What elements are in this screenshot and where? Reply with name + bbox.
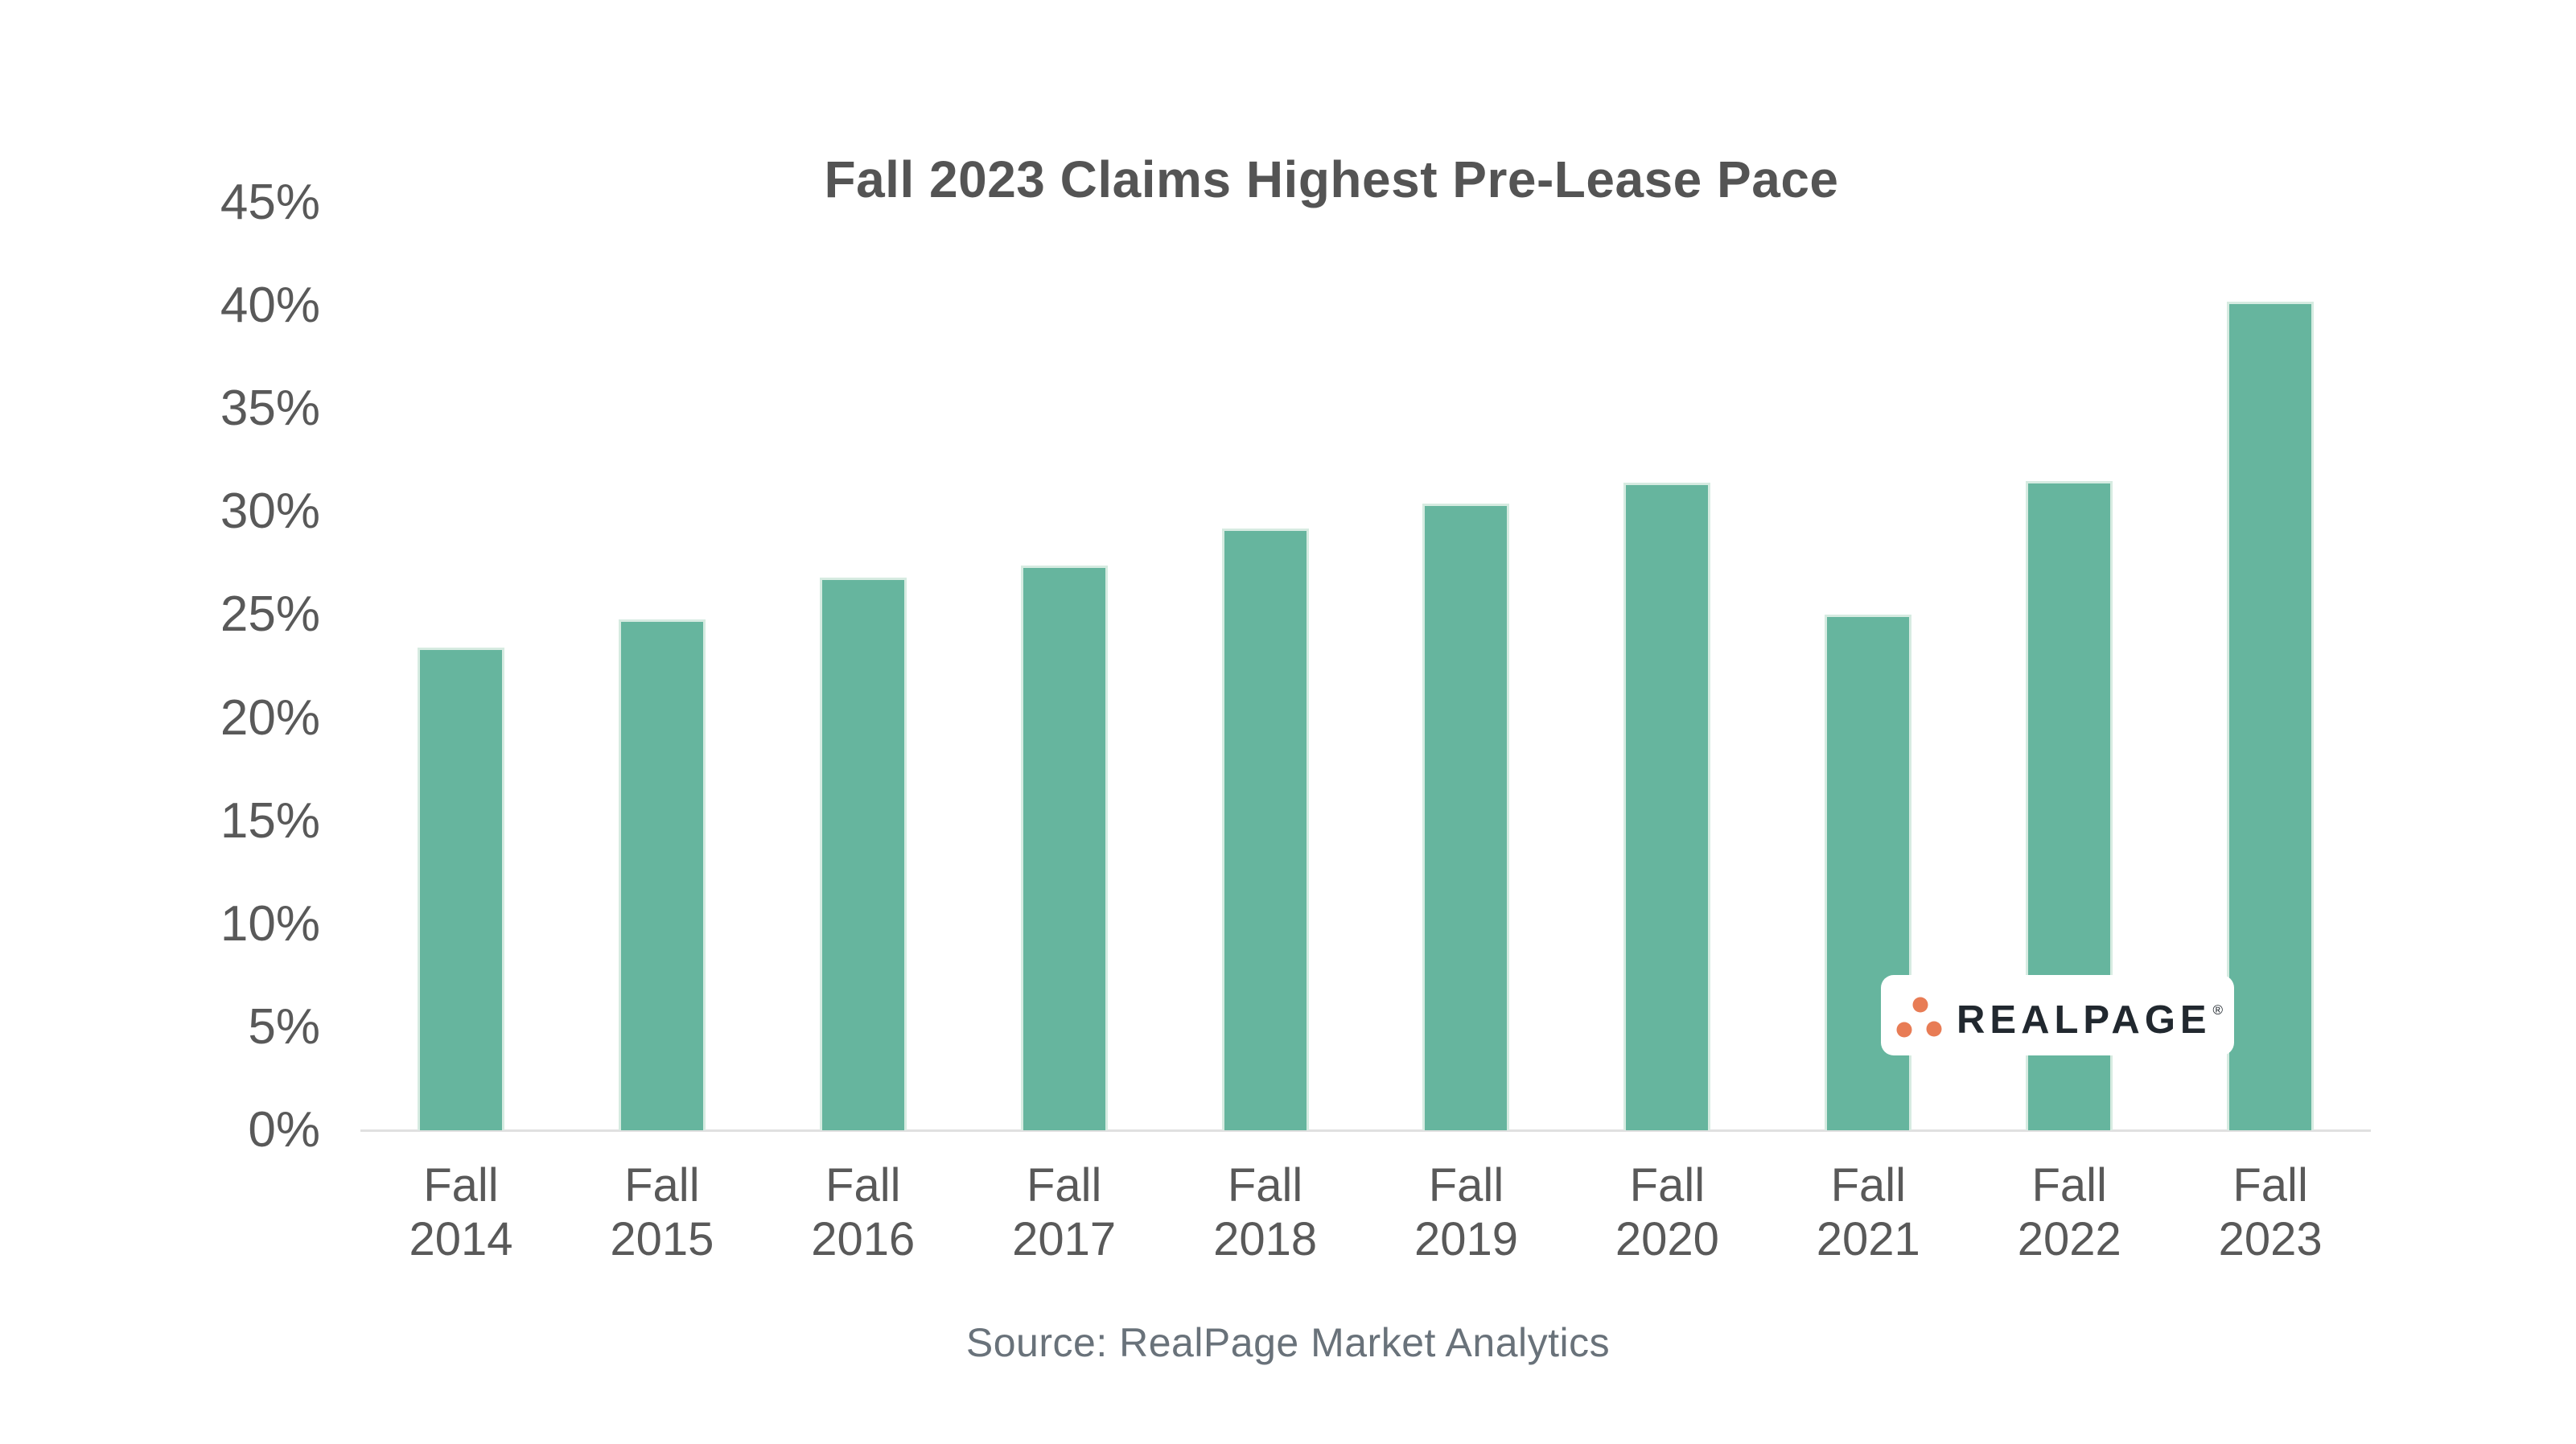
realpage-logo-text: REALPAGE bbox=[1957, 998, 2212, 1042]
bar-fall-2023 bbox=[2227, 302, 2315, 1130]
y-axis-tick-label: 20% bbox=[220, 689, 320, 746]
chart-title: Fall 2023 Claims Highest Pre-Lease Pace bbox=[824, 150, 1839, 208]
bar-fall-2017 bbox=[1020, 565, 1108, 1130]
bar-fall-2019 bbox=[1422, 504, 1510, 1130]
x-axis-tick-label: Fall 2020 bbox=[1615, 1159, 1719, 1265]
y-axis-tick-label: 40% bbox=[220, 278, 320, 334]
x-axis-tick-label: Fall 2021 bbox=[1816, 1159, 1920, 1265]
y-axis: 0% 5% 10% 15% 20% 25% 30% 35% 40% 45% bbox=[0, 0, 320, 1444]
x-axis-tick-label: Fall 2014 bbox=[409, 1159, 513, 1265]
x-axis-tick-label: Fall 2016 bbox=[811, 1159, 916, 1265]
x-axis-tick-label: Fall 2019 bbox=[1414, 1159, 1518, 1265]
x-axis-line bbox=[360, 1129, 2371, 1132]
bar-fall-2014 bbox=[417, 648, 504, 1130]
plot-area bbox=[360, 203, 2371, 1132]
realpage-logo: REALPAGE ® bbox=[1881, 975, 2234, 1055]
x-axis-tick-label: Fall 2023 bbox=[2218, 1159, 2323, 1265]
y-axis-tick-label: 30% bbox=[220, 483, 320, 540]
y-axis-tick-label: 5% bbox=[248, 998, 320, 1055]
x-axis-tick-label: Fall 2015 bbox=[610, 1159, 714, 1265]
y-axis-tick-label: 35% bbox=[220, 381, 320, 437]
x-axis-tick-label: Fall 2018 bbox=[1213, 1159, 1318, 1265]
y-axis-tick-label: 25% bbox=[220, 586, 320, 643]
x-axis-tick-label: Fall 2022 bbox=[2017, 1159, 2121, 1265]
registered-trademark-icon: ® bbox=[2212, 1002, 2223, 1018]
y-axis-tick-label: 15% bbox=[220, 792, 320, 849]
bar-fall-2020 bbox=[1623, 483, 1711, 1130]
realpage-dots-icon bbox=[1896, 997, 1942, 1038]
y-axis-tick-label: 0% bbox=[248, 1102, 320, 1158]
bar-fall-2018 bbox=[1221, 528, 1309, 1130]
y-axis-tick-label: 10% bbox=[220, 895, 320, 952]
bar-fall-2015 bbox=[618, 619, 706, 1130]
source-note: Source: RealPage Market Analytics bbox=[965, 1320, 1611, 1365]
x-axis-tick-label: Fall 2017 bbox=[1012, 1159, 1117, 1265]
x-axis: Fall 2014 Fall 2015 Fall 2016 Fall 2017 Fall… bbox=[360, 1158, 2371, 1266]
bar-fall-2016 bbox=[819, 578, 907, 1130]
y-axis-tick-label: 45% bbox=[220, 175, 320, 230]
